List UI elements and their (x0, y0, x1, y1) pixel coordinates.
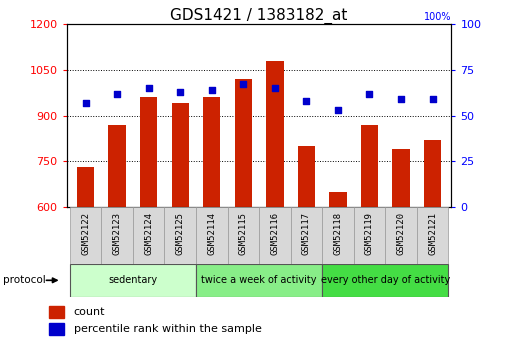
Bar (259, 207, 290, 264)
Text: GSM52118: GSM52118 (333, 211, 342, 255)
Text: GSM52116: GSM52116 (270, 211, 280, 255)
Text: sedentary: sedentary (108, 275, 157, 285)
Text: GSM52123: GSM52123 (113, 211, 122, 255)
Bar (196, 207, 228, 264)
Point (397, 96, 405, 102)
Text: twice a week of activity: twice a week of activity (201, 275, 317, 285)
Bar (417, 207, 448, 264)
Bar (385, 207, 417, 264)
Bar (353, 207, 385, 264)
Bar (70, 264, 196, 297)
Text: every other day of activity: every other day of activity (321, 275, 450, 285)
Text: 100%: 100% (424, 12, 451, 22)
Bar (322, 207, 353, 264)
Bar (49, 323, 64, 335)
Text: count: count (74, 307, 105, 317)
Point (208, 87, 216, 93)
Point (239, 82, 247, 87)
Bar (140, 97, 157, 207)
Point (82, 100, 90, 106)
Text: GSM52119: GSM52119 (365, 211, 374, 255)
Bar (290, 207, 322, 264)
Bar (361, 125, 378, 207)
Text: GSM52114: GSM52114 (207, 211, 216, 255)
Bar (329, 192, 347, 207)
Bar (77, 167, 94, 207)
Text: GSM52124: GSM52124 (144, 211, 153, 255)
Bar (266, 61, 284, 207)
Bar (70, 207, 102, 264)
Text: GSM52120: GSM52120 (397, 211, 405, 255)
Text: GSM52122: GSM52122 (81, 211, 90, 255)
Bar (322, 264, 448, 297)
Text: GSM52115: GSM52115 (239, 211, 248, 255)
Title: GDS1421 / 1383182_at: GDS1421 / 1383182_at (170, 8, 348, 24)
Bar (424, 140, 441, 207)
Text: percentile rank within the sample: percentile rank within the sample (74, 324, 262, 334)
Bar (234, 79, 252, 207)
Point (334, 107, 342, 113)
Bar (165, 207, 196, 264)
Point (428, 96, 437, 102)
Bar (49, 306, 64, 318)
Point (271, 85, 279, 91)
Bar (203, 97, 221, 207)
Text: GSM52121: GSM52121 (428, 211, 437, 255)
Text: GSM52125: GSM52125 (176, 211, 185, 255)
Bar (392, 149, 410, 207)
Text: GSM52117: GSM52117 (302, 211, 311, 255)
Bar (171, 104, 189, 207)
Bar (102, 207, 133, 264)
Bar (108, 125, 126, 207)
Bar (133, 207, 165, 264)
Text: protocol: protocol (3, 275, 45, 285)
Point (365, 91, 373, 96)
Point (145, 85, 153, 91)
Bar (228, 207, 259, 264)
Point (176, 89, 184, 95)
Point (113, 91, 121, 96)
Bar (298, 146, 315, 207)
Bar (196, 264, 322, 297)
Point (302, 98, 310, 104)
